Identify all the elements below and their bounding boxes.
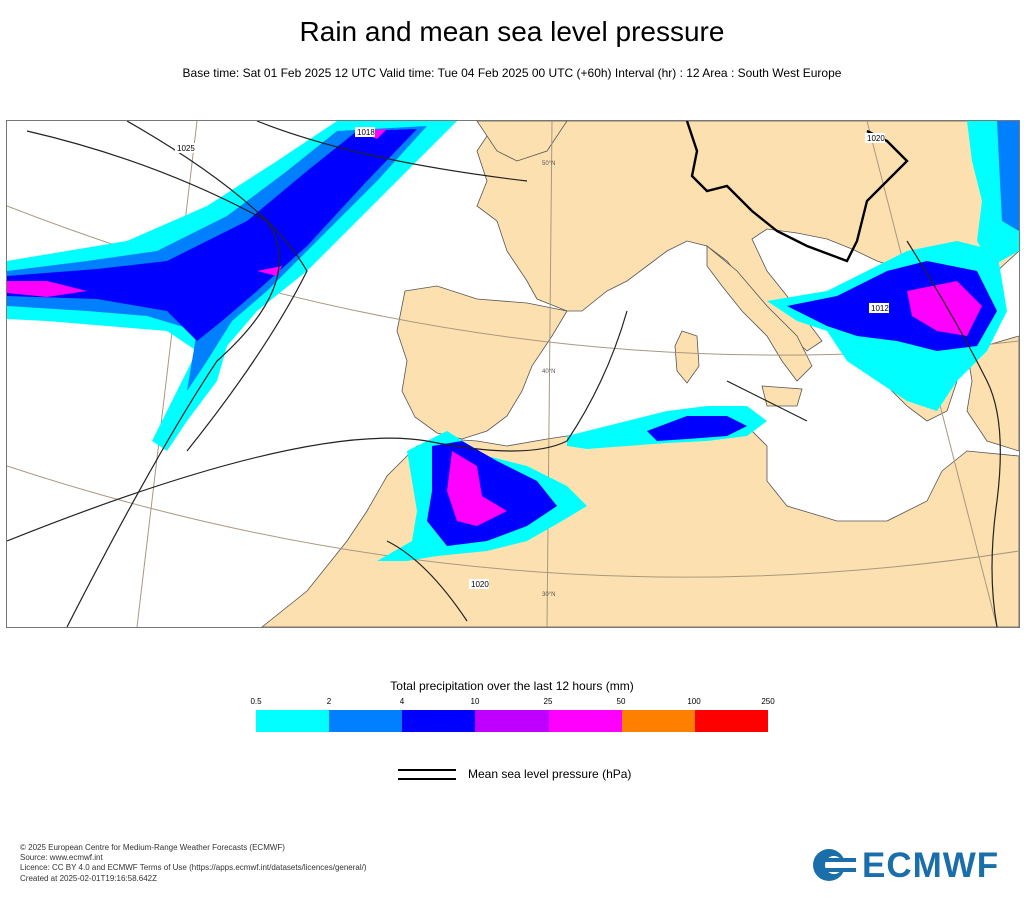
legend-title: Total precipitation over the last 12 hou… xyxy=(390,679,634,693)
map-canvas: 1018 1025 1020 1012 1020 50°N 40°N 30°N xyxy=(7,121,1019,627)
colorbar-segment xyxy=(329,710,403,732)
footer-created: Created at 2025-02-01T19:16:58.642Z xyxy=(20,873,157,883)
graticule-labels: 50°N 40°N 30°N xyxy=(542,161,555,598)
colorbar-segment xyxy=(256,710,330,732)
precip-atlantic-core-2 xyxy=(257,266,282,276)
legend-ticks: 0.5 2 4 10 25 50 100 250 xyxy=(236,697,788,709)
isobar-label: 1012 xyxy=(871,304,889,313)
legend-tick: 250 xyxy=(761,697,775,706)
graticule-label: 30°N xyxy=(542,592,555,598)
graticule-label: 40°N xyxy=(542,369,555,375)
ecmwf-logo-text: ECMWF xyxy=(862,846,1000,885)
colorbar-segment xyxy=(621,710,695,732)
colorbar-segment xyxy=(402,710,476,732)
isobar-label-group: 1018 1025 1020 1012 1020 xyxy=(175,127,889,589)
land-uk xyxy=(476,121,568,162)
isobar-legend-swatch xyxy=(398,769,456,781)
legend-tick: 0.5 xyxy=(250,697,262,706)
graticule-label: 50°N xyxy=(542,161,555,167)
ecmwf-logo-icon xyxy=(813,849,858,881)
footer-source: Source: www.ecmwf.int xyxy=(20,853,103,863)
precip-aegean-core xyxy=(907,281,982,336)
land-africa xyxy=(261,420,1019,627)
coastline-bold xyxy=(685,121,909,263)
isobar-label: 1020 xyxy=(471,580,489,589)
colorbar-segment xyxy=(694,710,768,732)
isobars xyxy=(7,121,1001,627)
footer-licence: Licence: CC BY 4.0 and ECMWF Terms of Us… xyxy=(20,863,367,873)
land-italy xyxy=(706,245,813,382)
footer-credits: © 2025 European Centre for Medium-Range … xyxy=(20,843,367,884)
colorbar-segment xyxy=(475,710,549,732)
pressure-legend: Mean sea level pressure (hPa) xyxy=(398,766,698,784)
isobar-label: 1020 xyxy=(867,134,885,143)
legend-tick: 10 xyxy=(470,697,480,706)
land-sardinia xyxy=(674,330,700,384)
page-title: Rain and mean sea level pressure xyxy=(299,16,725,47)
land-iberia xyxy=(396,285,568,440)
colorbar-segment xyxy=(548,710,622,732)
weather-map[interactable]: 1018 1025 1020 1012 1020 50°N 40°N 30°N xyxy=(6,120,1020,628)
legend-tick: 50 xyxy=(616,697,626,706)
page-subtitle: Base time: Sat 01 Feb 2025 12 UTC Valid … xyxy=(182,66,842,80)
precip-atlantic-band-3 xyxy=(7,129,417,341)
ecmwf-logo: ECMWF xyxy=(812,846,1012,886)
land-sicily xyxy=(761,385,803,407)
precip-atlantic-core xyxy=(7,281,87,297)
land-turkey xyxy=(966,335,1019,452)
precipitation-layer xyxy=(7,121,1019,561)
legend-tick: 2 xyxy=(326,697,332,706)
legend-tick: 100 xyxy=(687,697,701,706)
precip-algeria-2 xyxy=(647,416,747,441)
legend-tick: 4 xyxy=(399,697,405,706)
legend-tick: 25 xyxy=(543,697,553,706)
precipitation-colorbar xyxy=(256,710,768,732)
isobar-label: 1018 xyxy=(357,128,375,137)
isobar-label: 1025 xyxy=(177,144,195,153)
footer-copyright: © 2025 European Centre for Medium-Range … xyxy=(20,843,285,852)
precip-ne-2 xyxy=(997,121,1019,231)
precip-morocco-core xyxy=(447,451,507,526)
pressure-legend-label: Mean sea level pressure (hPa) xyxy=(468,767,632,781)
